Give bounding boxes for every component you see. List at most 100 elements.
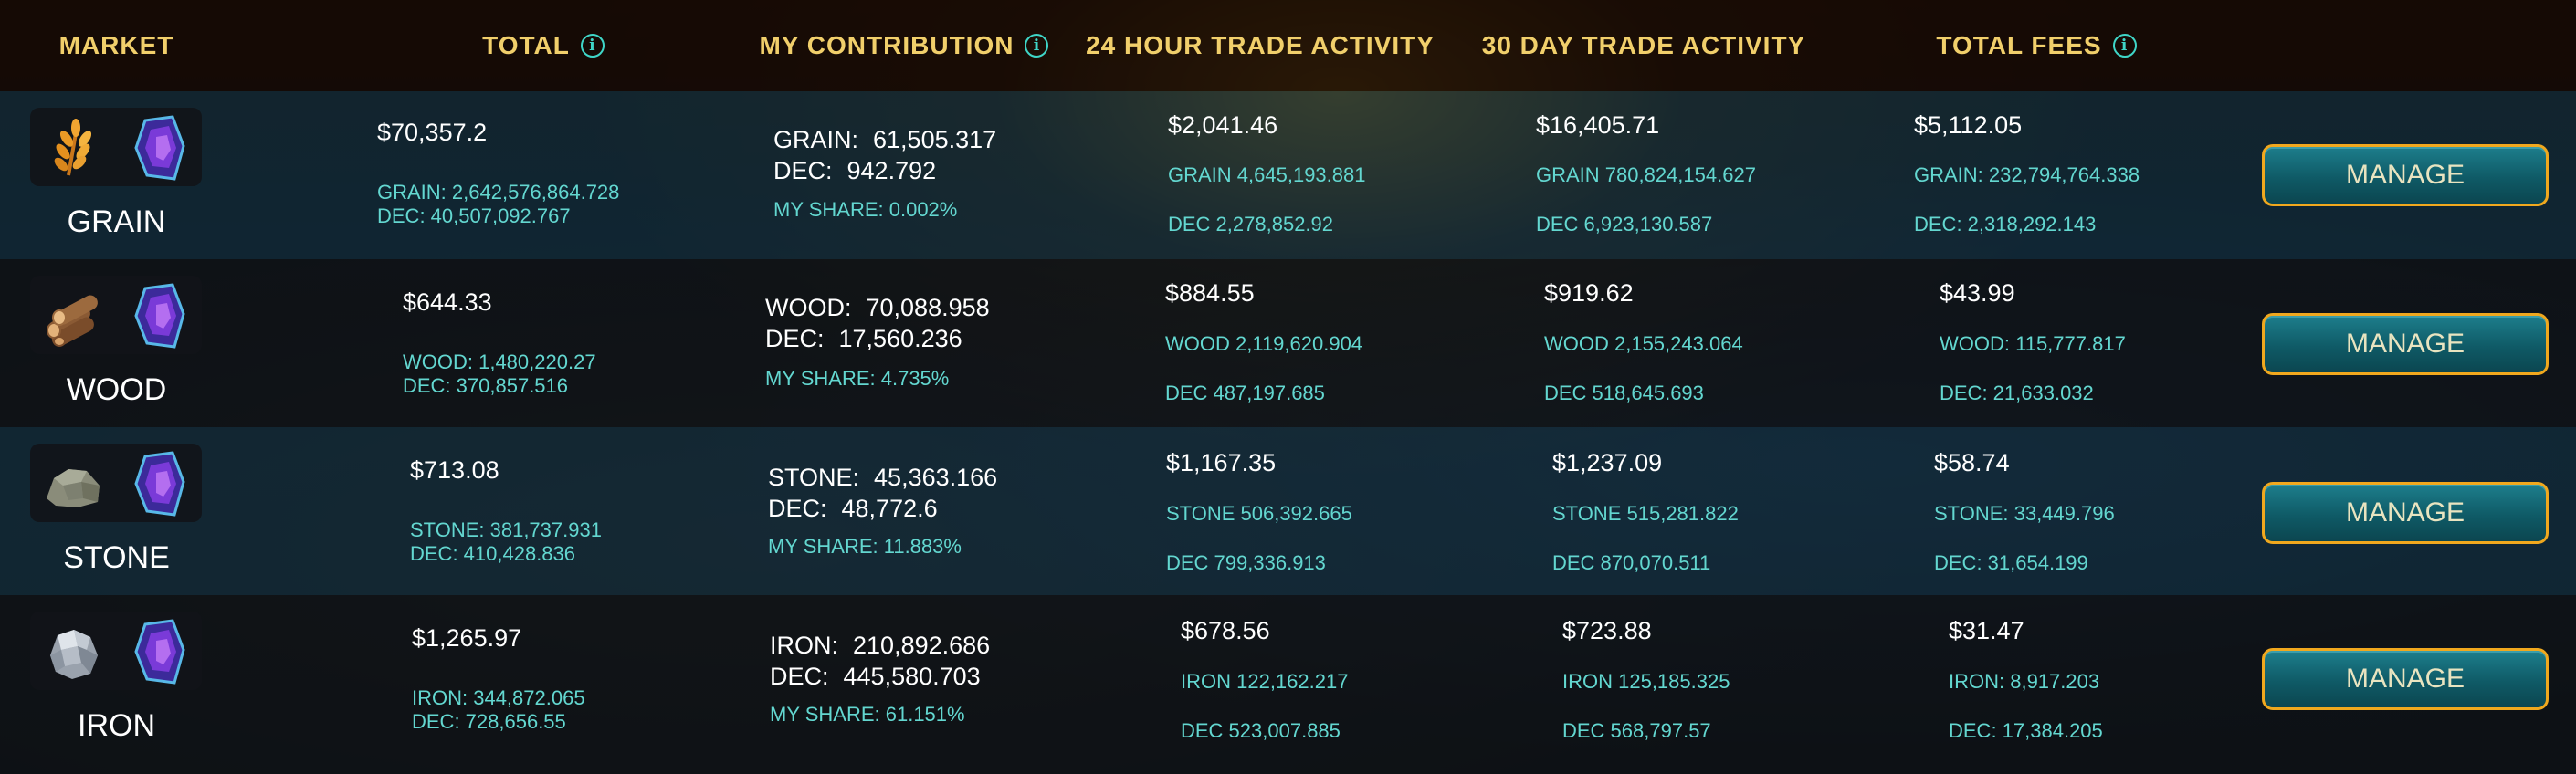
trade-30d-usd: $723.88 [1562,617,1652,644]
trade-30d-usd: $1,237.09 [1552,449,1663,476]
trade-30d-resource: STONE 515,281.822 [1552,502,1739,525]
my-share: MY SHARE: 11.883% [768,535,962,558]
fees-usd: $58.74 [1934,449,2010,476]
contribution-resource-value: 61,505.317 [873,126,997,153]
trade-24h-resource: GRAIN 4,645,193.881 [1168,163,1366,186]
contribution-resource-value: 210,892.686 [853,632,991,659]
fees-dec: DEC: 2,318,292.143 [1914,213,2097,235]
trade-24h-usd: $2,041.46 [1168,111,1278,139]
header-total-fees-label: TOTAL FEES [1936,31,2102,59]
trade-24h-resource: IRON 122,162.217 [1181,670,1349,693]
iron-icon [50,630,98,679]
contribution-resource-label: STONE: [768,464,860,491]
contribution-resource: GRAIN: 61,505.317 [773,126,996,154]
total-resource-amount: STONE: 381,737.931 [410,518,602,541]
contribution-dec: DEC: 48,772.6 [768,495,938,523]
table-header: MARKET TOTAL i MY CONTRIBUTION i 24 HOUR… [0,0,2576,91]
header-total: TOTAL i [365,0,721,91]
total-dec-amount: DEC: 40,507,092.767 [377,204,571,227]
trade-30d-dec: DEC 870,070.511 [1552,551,1711,574]
contribution-resource-label: GRAIN: [773,126,859,153]
total-usd: $713.08 [410,456,499,484]
total-usd: $1,265.97 [412,624,522,652]
header-30d-trade-label: 30 DAY TRADE ACTIVITY [1481,31,1806,59]
fees-resource: STONE: 33,449.796 [1934,502,2115,525]
header-market-label: MARKET [58,31,174,59]
fees-usd: $5,112.05 [1914,111,2023,139]
contribution-dec: DEC: 445,580.703 [770,663,981,691]
info-icon[interactable]: i [580,34,605,58]
contribution-dec-label: DEC: [770,663,829,690]
info-icon[interactable]: i [1025,34,1049,58]
market-icons [30,612,202,690]
contribution-dec-value: 445,580.703 [843,663,981,690]
fees-usd: $31.47 [1949,617,2024,644]
trade-24h-dec: DEC 487,197.685 [1165,382,1325,404]
manage-button[interactable]: MANAGE [2262,648,2549,710]
trade-24h-dec: DEC 523,007.885 [1181,719,1341,742]
manage-button[interactable]: MANAGE [2262,144,2549,206]
total-dec-amount: DEC: 728,656.55 [412,710,566,733]
trade-24h-usd: $678.56 [1181,617,1270,644]
grain-icon [54,119,92,176]
fees-dec: DEC: 21,633.032 [1940,382,2094,404]
contribution-dec-value: 17,560.236 [838,325,962,352]
contribution-resource: STONE: 45,363.166 [768,464,997,492]
total-usd: $644.33 [403,288,492,316]
contribution-resource: WOOD: 70,088.958 [765,294,990,322]
contribution-dec: DEC: 942.792 [773,157,936,185]
info-icon[interactable]: i [2112,34,2137,58]
total-dec-amount: DEC: 370,857.516 [403,374,569,397]
fees-dec: DEC: 17,384.205 [1949,719,2103,742]
fees-resource: WOOD: 115,777.817 [1940,332,2126,355]
header-my-contribution-label: MY CONTRIBUTION [759,31,1015,59]
contribution-resource-label: WOOD: [765,294,852,321]
contribution-dec: DEC: 17,560.236 [765,325,962,353]
market-name: IRON [78,708,155,743]
contribution-resource-value: 45,363.166 [874,464,998,491]
total-resource-amount: IRON: 344,872.065 [412,686,585,709]
total-usd: $70,357.2 [377,119,488,146]
table-row: STONE $713.08 STONE: 381,737.931 DEC: 41… [0,427,2576,595]
header-24h-trade: 24 HOUR TRADE ACTIVITY [1086,0,1435,91]
trade-24h-usd: $1,167.35 [1166,449,1277,476]
trade-24h-dec: DEC 2,278,852.92 [1168,213,1334,235]
header-total-fees: TOTAL FEES i [1881,0,2192,91]
dec-crystal-icon [134,115,185,181]
fees-resource: IRON: 8,917.203 [1949,670,2100,693]
total-dec-amount: DEC: 410,428.836 [410,542,576,565]
trade-30d-usd: $919.62 [1544,279,1634,307]
contribution-dec-label: DEC: [765,325,825,352]
market-name: STONE [63,540,170,575]
wood-icon [47,295,98,347]
fees-resource: GRAIN: 232,794,764.338 [1914,163,2140,186]
trade-24h-resource: WOOD 2,119,620.904 [1165,332,1363,355]
trade-24h-usd: $884.55 [1165,279,1255,307]
total-resource-amount: GRAIN: 2,642,576,864.728 [377,181,620,204]
trade-30d-dec: DEC 518,645.693 [1544,382,1704,404]
table-row: IRON $1,265.97 IRON: 344,872.065 DEC: 72… [0,595,2576,774]
fees-dec: DEC: 31,654.199 [1934,551,2088,574]
header-market: MARKET [0,0,233,91]
dec-crystal-icon [134,283,185,349]
contribution-resource: IRON: 210,892.686 [770,632,990,660]
total-resource-amount: WOOD: 1,480,220.27 [403,350,596,373]
contribution-resource-value: 70,088.958 [866,294,990,321]
header-30d-trade: 30 DAY TRADE ACTIVITY [1461,0,1826,91]
my-share: MY SHARE: 61.151% [770,703,965,726]
trade-30d-dec: DEC 568,797.57 [1562,719,1711,742]
header-24h-trade-label: 24 HOUR TRADE ACTIVITY [1086,31,1435,59]
stone-icon [47,469,100,507]
header-my-contribution: MY CONTRIBUTION i [721,0,1087,91]
dec-crystal-icon [134,619,185,685]
my-share: MY SHARE: 4.735% [765,367,950,390]
header-total-label: TOTAL [482,31,570,59]
manage-button[interactable]: MANAGE [2262,313,2549,375]
trade-30d-resource: IRON 125,185.325 [1562,670,1730,693]
market-icons [30,444,202,522]
trade-30d-resource: GRAIN 780,824,154.627 [1536,163,1756,186]
manage-button[interactable]: MANAGE [2262,482,2549,544]
contribution-dec-label: DEC: [773,157,833,184]
fees-usd: $43.99 [1940,279,2015,307]
contribution-dec-value: 942.792 [846,157,937,184]
